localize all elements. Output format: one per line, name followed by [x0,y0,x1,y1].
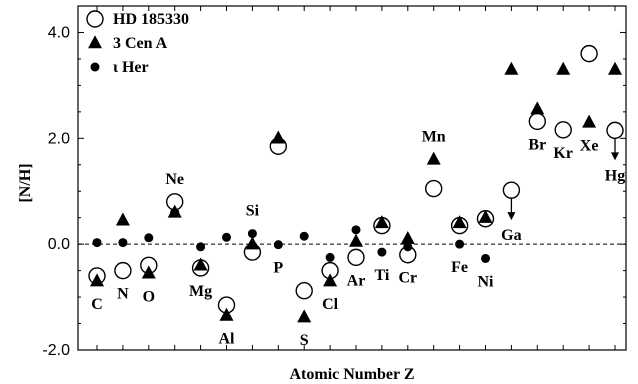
triangle-point [478,209,493,223]
circle-point [580,44,598,63]
circle-point [450,216,469,235]
circle-point [347,248,365,267]
legend-label: 3 Cen A [113,35,168,52]
triangle-point [400,231,415,245]
element-label: Ti [374,267,389,284]
dot-point [351,225,361,235]
legend-circle-marker [86,10,104,28]
y-axis-title: [N/H] [17,163,34,202]
triangle-point [504,61,519,75]
dot-point [377,247,387,257]
triangle-point [349,233,363,247]
triangle-point [245,236,260,250]
dot-point [144,233,154,243]
element-label: Ar [347,272,366,289]
triangle-point [556,61,571,75]
triangle-point [219,307,234,321]
element-label: P [273,260,283,277]
circle-point [140,256,158,275]
upper-limit-arrow-head [507,212,516,221]
circle-point [243,243,262,261]
element-label: Br [528,136,546,153]
circle-point [399,246,417,264]
circle-point [165,193,184,211]
circle-point [191,259,210,277]
element-label: Cr [398,270,417,287]
legend-label: HD 185330 [113,11,189,28]
dot-point [273,240,283,250]
y-tick-label: 0.0 [48,236,70,253]
circle-point [88,267,106,285]
element-label: S [300,332,309,349]
data-marks [88,44,624,323]
element-label: Hg [605,167,625,184]
dot-point [455,239,465,249]
element-label: Mn [422,128,446,145]
element-label: Si [246,203,260,220]
y-tick-label: 2.0 [48,130,70,147]
dot-point [222,232,231,242]
triangle-point [374,215,389,229]
triangle-point [323,273,338,287]
dot-point [325,252,335,262]
dot-point [92,238,102,248]
legend-triangle-marker [88,35,102,49]
dot-point [118,238,128,248]
dot-point [196,242,206,252]
element-label: Al [219,331,236,348]
circle-point [114,261,132,280]
circle-point [502,181,521,199]
x-axis [96,6,616,350]
legend: HD 185330 3 Cen A ι Her [86,10,189,76]
circle-point [606,121,624,140]
circle-point [321,261,339,280]
y-axis: -2.0 0.0 2.0 4.0 [42,5,626,359]
legend-label: ι Her [113,59,149,76]
dot-point [481,253,490,263]
dot-point [299,231,309,241]
element-label: Kr [553,145,573,162]
triangle-point [582,114,597,128]
element-label: Fe [451,259,468,276]
upper-limit-arrow-head [611,152,619,161]
element-label: O [143,288,155,305]
circle-point [528,112,546,131]
y-tick-label: 4.0 [48,24,70,41]
triangle-point [115,212,130,226]
y-tick-label: -2.0 [42,342,70,359]
legend-dot-marker [90,62,100,72]
triangle-point [608,61,622,75]
x-axis-title: Atomic Number Z [289,366,414,383]
element-label: Ne [165,171,184,188]
triangle-point [452,215,467,229]
circle-point [425,179,443,198]
element-label: Ga [501,227,521,244]
triangle-point [193,257,208,271]
circle-point [373,216,391,235]
triangle-point [426,151,441,165]
element-label: C [91,296,103,313]
element-label: Cl [322,296,339,313]
circle-point [554,121,572,139]
triangle-point [530,101,545,115]
circle-point [269,137,287,155]
circle-point [295,282,313,300]
circle-point [476,210,495,228]
circle-point [217,296,236,314]
element-label: Mg [189,283,212,300]
element-label: Ni [478,273,495,290]
triangle-point [271,130,286,144]
element-labels: CN O Ne Mg Al Si P S Cl Ar Ti Cr Mn Fe Ni Ga Br Kr Xe Hg [91,128,625,349]
element-label: Xe [580,137,599,154]
triangle-point [141,265,156,279]
triangle-point [297,309,312,323]
dot-point [247,229,257,239]
plot-frame [77,5,627,351]
element-label: N [117,286,129,303]
